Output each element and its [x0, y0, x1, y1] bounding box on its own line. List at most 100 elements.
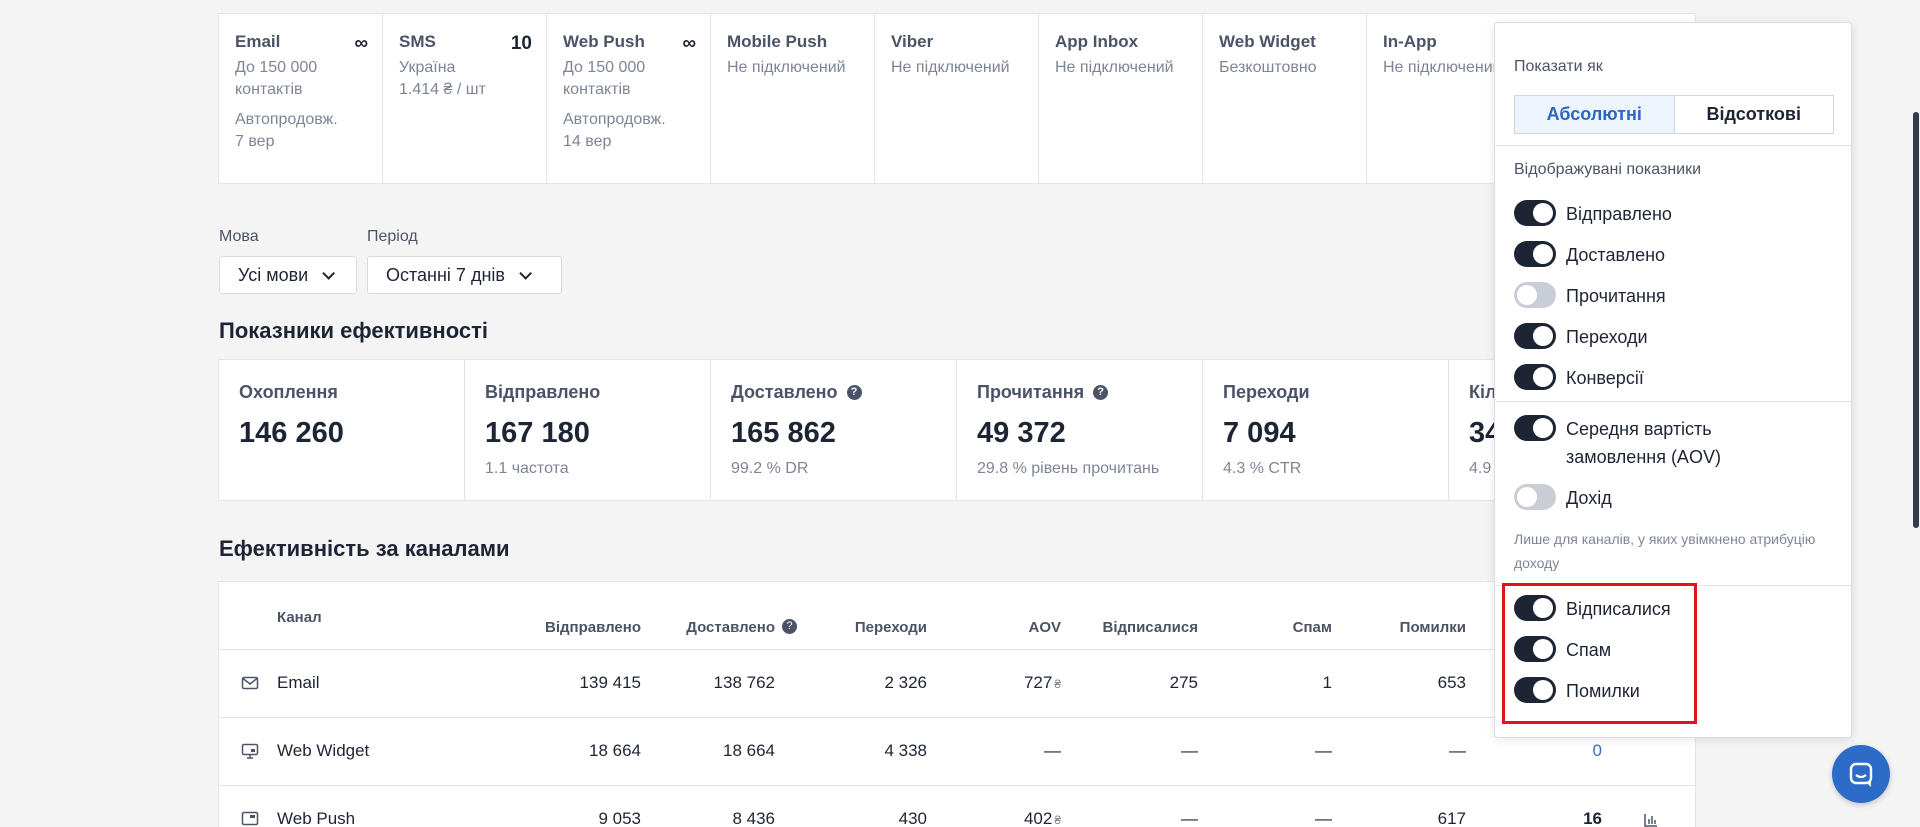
kpi-value: 7 094	[1223, 417, 1296, 449]
col-aov[interactable]: AOV	[1028, 619, 1061, 636]
col-errors[interactable]: Помилки	[1399, 619, 1466, 636]
spam-toggle-row[interactable]: Спам	[1514, 636, 1611, 664]
channel-info-line2: 1.414 ₴ / шт	[399, 81, 486, 98]
table-header: Канал Відправлено Доставлено ? Переходи …	[219, 582, 1695, 650]
channel-info-line1: Безкоштовно	[1219, 59, 1317, 76]
help-icon[interactable]: ?	[782, 619, 797, 634]
channel-name: Web Push	[563, 32, 645, 51]
chart-icon[interactable]	[1643, 812, 1659, 827]
metric-toggle[interactable]	[1514, 200, 1556, 226]
unsubscribed-toggle[interactable]	[1514, 595, 1556, 621]
channel-info-line1: Не підключений	[891, 59, 1010, 76]
absolute-button[interactable]: Абсолютні	[1515, 96, 1675, 133]
spam-label: Спам	[1566, 640, 1612, 660]
cell-channel: Web Push	[277, 809, 356, 827]
col-unsubscribed[interactable]: Відписалися	[1102, 619, 1198, 636]
kpi-card: Охоплення 146 260	[219, 360, 465, 500]
revenue-toggle-row[interactable]: Дохід	[1514, 484, 1612, 512]
table-row[interactable]: Web Widget 18 664 18 664 4 338 — — — — 0	[219, 718, 1695, 786]
channel-card: Web Push ∞ До 150 000 контактів Автопродовж.…	[547, 14, 711, 183]
channel-renewal	[399, 109, 531, 131]
channel-card: In-App Не підключений	[1367, 14, 1695, 183]
channel-info-line1: Не підключений	[1055, 59, 1174, 76]
table-row[interactable]: Web Push 9 053 8 436 430 402 ₴ — — 617 16	[219, 786, 1695, 827]
channel-renewal	[1055, 87, 1187, 109]
kpi-title-text: Охоплення	[239, 382, 338, 402]
channel-card: App Inbox Не підключений	[1039, 14, 1203, 183]
metric-toggle[interactable]	[1514, 241, 1556, 267]
cell-clicks: 4 338	[884, 741, 927, 760]
revenue-note: Лише для каналів, у яких увімкнено атриб…	[1514, 531, 1816, 571]
metric-toggle-row[interactable]: Прочитання	[1514, 282, 1666, 310]
channel-info: До 150 000 контактів	[235, 57, 367, 101]
cell-extra: 16	[1583, 809, 1602, 827]
col-delivered[interactable]: Доставлено	[686, 619, 775, 636]
metric-toggle-row[interactable]: Доставлено	[1514, 241, 1665, 269]
channel-info: Не підключений	[727, 57, 859, 79]
chat-button[interactable]	[1832, 745, 1890, 803]
channel-info-line1: Не підключений	[727, 59, 846, 76]
kpi-title: Переходи	[1223, 382, 1448, 403]
kpi-title: Кіл	[1469, 382, 1695, 403]
errors-toggle[interactable]	[1514, 677, 1556, 703]
cell-sent: 9 053	[598, 809, 641, 827]
cell-clicks: 430	[898, 809, 927, 827]
channel-limits-strip: Email ∞ До 150 000 контактів Автопродовж. 7 в…	[218, 13, 1696, 184]
aov-toggle[interactable]	[1514, 415, 1556, 441]
metric-toggle[interactable]	[1514, 323, 1556, 349]
kpi-title: Доставлено?	[731, 382, 956, 403]
aov-toggle-row[interactable]: Середня вартість замовлення (AOV)	[1514, 415, 1721, 471]
cell-aov-value: —	[1044, 741, 1061, 760]
percent-button[interactable]: Відсоткові	[1706, 104, 1801, 124]
chevron-down-icon	[322, 266, 336, 280]
cell-sent: 18 664	[589, 741, 641, 760]
currency-symbol: ₴	[1054, 813, 1061, 827]
kpi-value: 49 372	[977, 417, 1066, 449]
channel-quota: ∞	[354, 33, 368, 54]
table-row[interactable]: Email 139 415 138 762 2 326 727 ₴ 275 1 653	[219, 650, 1695, 718]
scrollbar[interactable]	[1913, 112, 1919, 528]
col-channel[interactable]: Канал	[277, 609, 322, 626]
metric-toggle-row[interactable]: Переходи	[1514, 323, 1648, 351]
channel-name: Viber	[891, 32, 934, 51]
envelope-icon	[241, 674, 259, 692]
cell-aov: 402 ₴	[1024, 809, 1061, 827]
help-icon[interactable]: ?	[1093, 385, 1109, 400]
metric-toggle-row[interactable]: Конверсії	[1514, 364, 1644, 392]
web-push-icon	[241, 810, 259, 827]
metric-toggle-label: Відправлено	[1566, 204, 1672, 224]
revenue-toggle[interactable]	[1514, 484, 1556, 510]
spam-toggle[interactable]	[1514, 636, 1556, 662]
cell-channel: Web Widget	[277, 741, 370, 760]
metric-toggle-row[interactable]: Відправлено	[1514, 200, 1672, 228]
kpi-title-text: Переходи	[1223, 382, 1310, 402]
kpi-card: Переходи 7 094 4.3 % CTR	[1203, 360, 1449, 500]
cell-unsubscribed: —	[1181, 741, 1198, 760]
col-spam[interactable]: Спам	[1292, 619, 1332, 636]
col-clicks[interactable]: Переходи	[854, 619, 927, 636]
channel-renewal: Автопродовж. 7 вер	[235, 109, 367, 153]
kpi-subtext: 4.9	[1469, 460, 1492, 477]
errors-toggle-row[interactable]: Помилки	[1514, 677, 1640, 705]
help-icon[interactable]: ?	[846, 385, 862, 400]
metric-toggle-label: Прочитання	[1566, 286, 1666, 306]
channel-info: Не підключений	[1383, 57, 1680, 79]
metric-toggle[interactable]	[1514, 364, 1556, 390]
channel-info: Україна 1.414 ₴ / шт	[399, 57, 531, 101]
kpi-subtext: 99.2 % DR	[731, 460, 809, 477]
unsubscribed-toggle-row[interactable]: Відписалися	[1514, 595, 1671, 623]
channels-table-title: Ефективність за каналами	[219, 536, 510, 561]
channel-name: App Inbox	[1055, 32, 1139, 51]
kpi-card: Доставлено? 165 862 99.2 % DR	[711, 360, 957, 500]
language-select-value: Усі мови	[238, 264, 309, 285]
period-select-value: Останні 7 днів	[386, 264, 505, 285]
channel-info-line2: контактів	[235, 81, 303, 98]
channel-renewal-line2: 14 вер	[563, 133, 612, 150]
language-select[interactable]: Усі мови	[219, 256, 357, 294]
col-sent[interactable]: Відправлено	[544, 619, 641, 636]
cell-aov-value: 727	[1023, 673, 1053, 692]
period-select[interactable]: Останні 7 днів	[367, 256, 562, 294]
channel-card: Mobile Push Не підключений	[711, 14, 875, 183]
metric-toggle[interactable]	[1514, 282, 1556, 308]
kpi-strip: Охоплення 146 260 Відправлено 167 180 1.1 ча…	[218, 359, 1696, 501]
